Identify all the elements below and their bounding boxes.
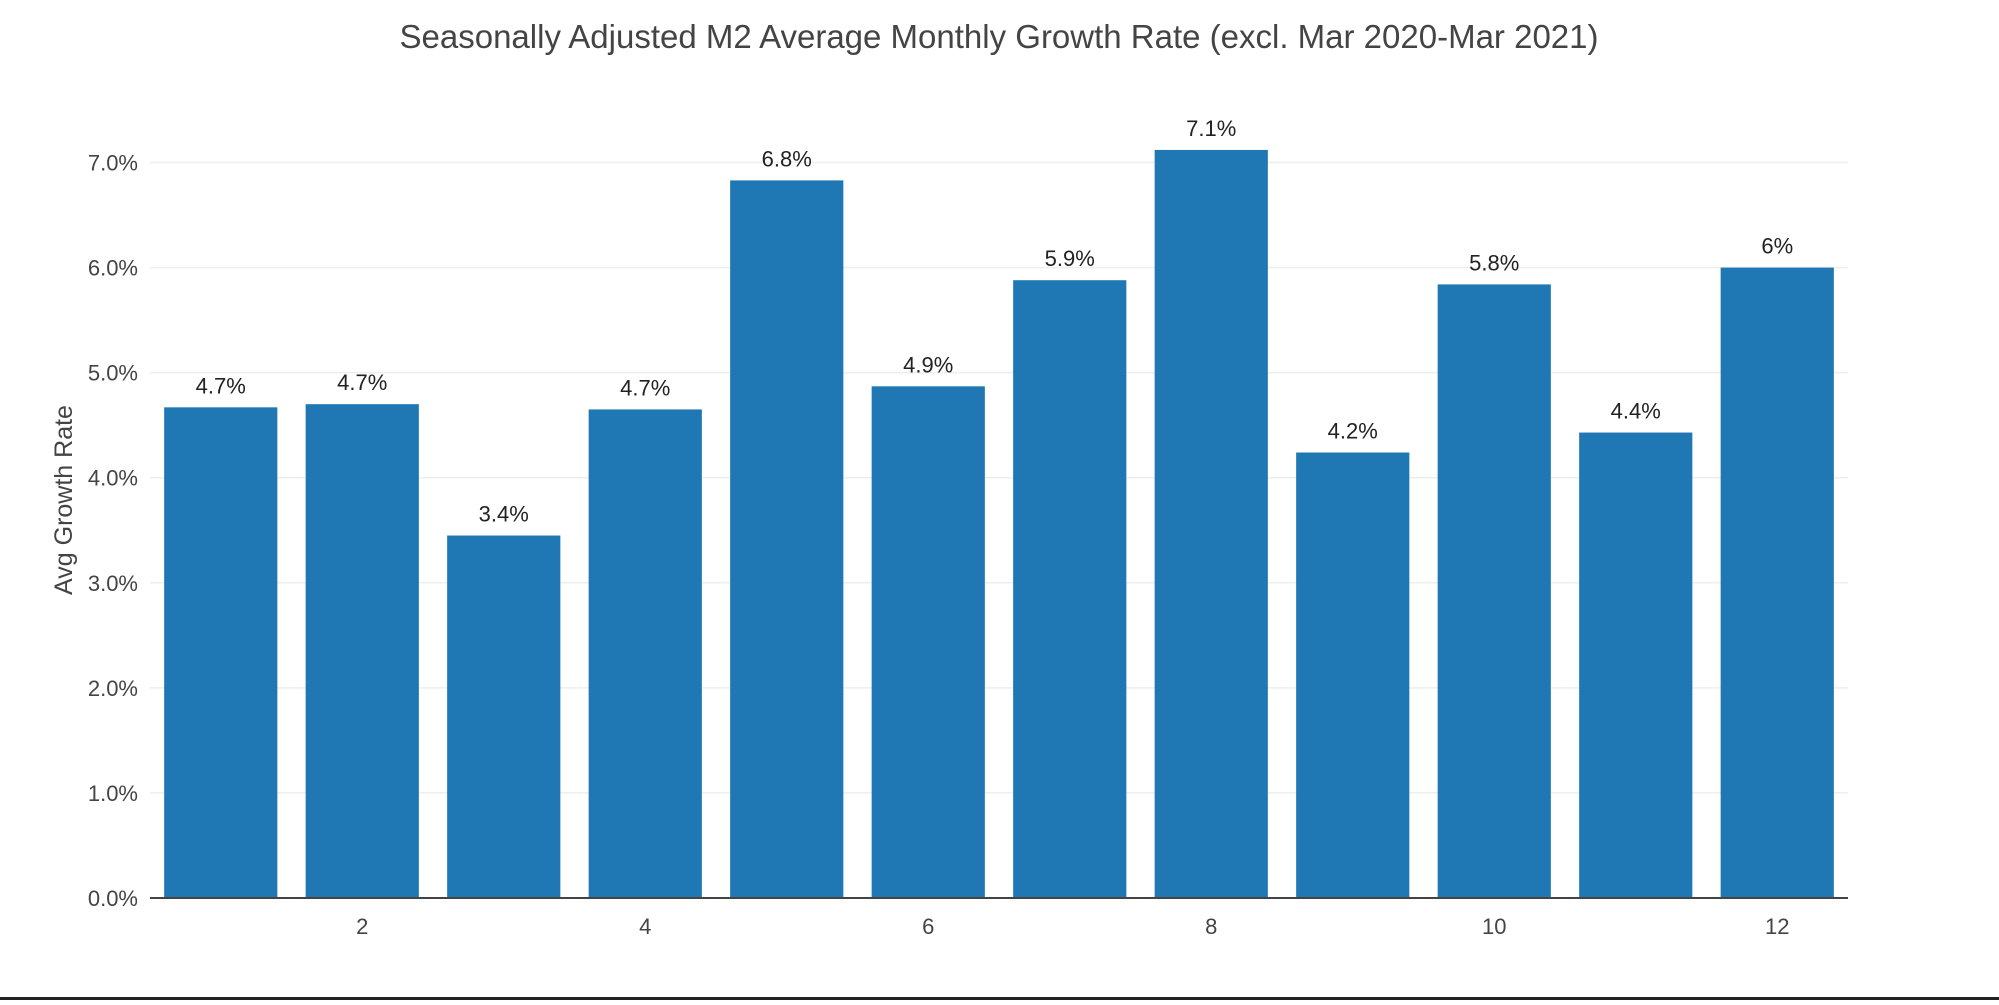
y-tick-label: 3.0% (88, 571, 138, 596)
bar-4 (588, 409, 702, 898)
y-tick-label: 1.0% (88, 781, 138, 806)
bar-9 (1296, 452, 1410, 898)
y-tick-label: 6.0% (88, 256, 138, 281)
gridlines (150, 161, 1848, 794)
y-tick-label: 0.0% (88, 886, 138, 911)
bar-12 (1720, 267, 1834, 899)
y-tick-label: 4.0% (88, 466, 138, 491)
bar-7 (1013, 280, 1127, 898)
bar-data-label: 4.9% (903, 352, 953, 377)
bar-data-label: 6.8% (762, 146, 812, 171)
bar-data-label: 3.4% (479, 502, 529, 527)
bar-11 (1579, 432, 1693, 898)
bar-3 (447, 535, 561, 898)
bottom-border (0, 997, 1999, 1000)
bar-data-label: 5.9% (1045, 246, 1095, 271)
bar-8 (1154, 149, 1268, 898)
x-tick-label: 10 (1482, 914, 1506, 939)
bar-data-label: 4.4% (1611, 399, 1661, 424)
bar-2 (305, 404, 419, 898)
x-tick-label: 8 (1205, 914, 1217, 939)
y-tick-label: 2.0% (88, 676, 138, 701)
chart-title: Seasonally Adjusted M2 Average Monthly G… (400, 18, 1599, 55)
y-tick-label: 5.0% (88, 361, 138, 386)
bar-6 (871, 386, 985, 898)
x-tick-label: 12 (1765, 914, 1789, 939)
bar-data-label: 7.1% (1186, 116, 1236, 141)
y-tick-label: 7.0% (88, 151, 138, 176)
bar-data-label: 4.7% (196, 373, 246, 398)
bar-data-label: 4.7% (337, 370, 387, 395)
bar-data-label: 4.7% (620, 375, 670, 400)
bar-data-label: 5.8% (1469, 250, 1519, 275)
y-axis-label: Avg Growth Rate (50, 405, 78, 595)
y-axis-ticks: 0.0% 1.0% 2.0% 3.0% 4.0% 5.0% 6.0% 7.0% (88, 151, 138, 911)
x-tick-label: 6 (922, 914, 934, 939)
bar-data-label: 4.2% (1328, 419, 1378, 444)
bars (164, 149, 1834, 899)
bar-10 (1437, 284, 1551, 899)
bar-data-labels: 4.7% 4.7% 3.4% 4.7% 6.8% 4.9% 5.9% 7.1% 4.2% 5.8%… (196, 116, 1793, 527)
x-tick-label: 4 (639, 914, 651, 939)
bar-1 (164, 407, 278, 898)
bar-data-label: 6% (1761, 234, 1793, 259)
bar-5 (730, 180, 844, 899)
x-axis-ticks: 2 4 6 8 10 12 (356, 914, 1789, 939)
x-tick-label: 2 (356, 914, 368, 939)
